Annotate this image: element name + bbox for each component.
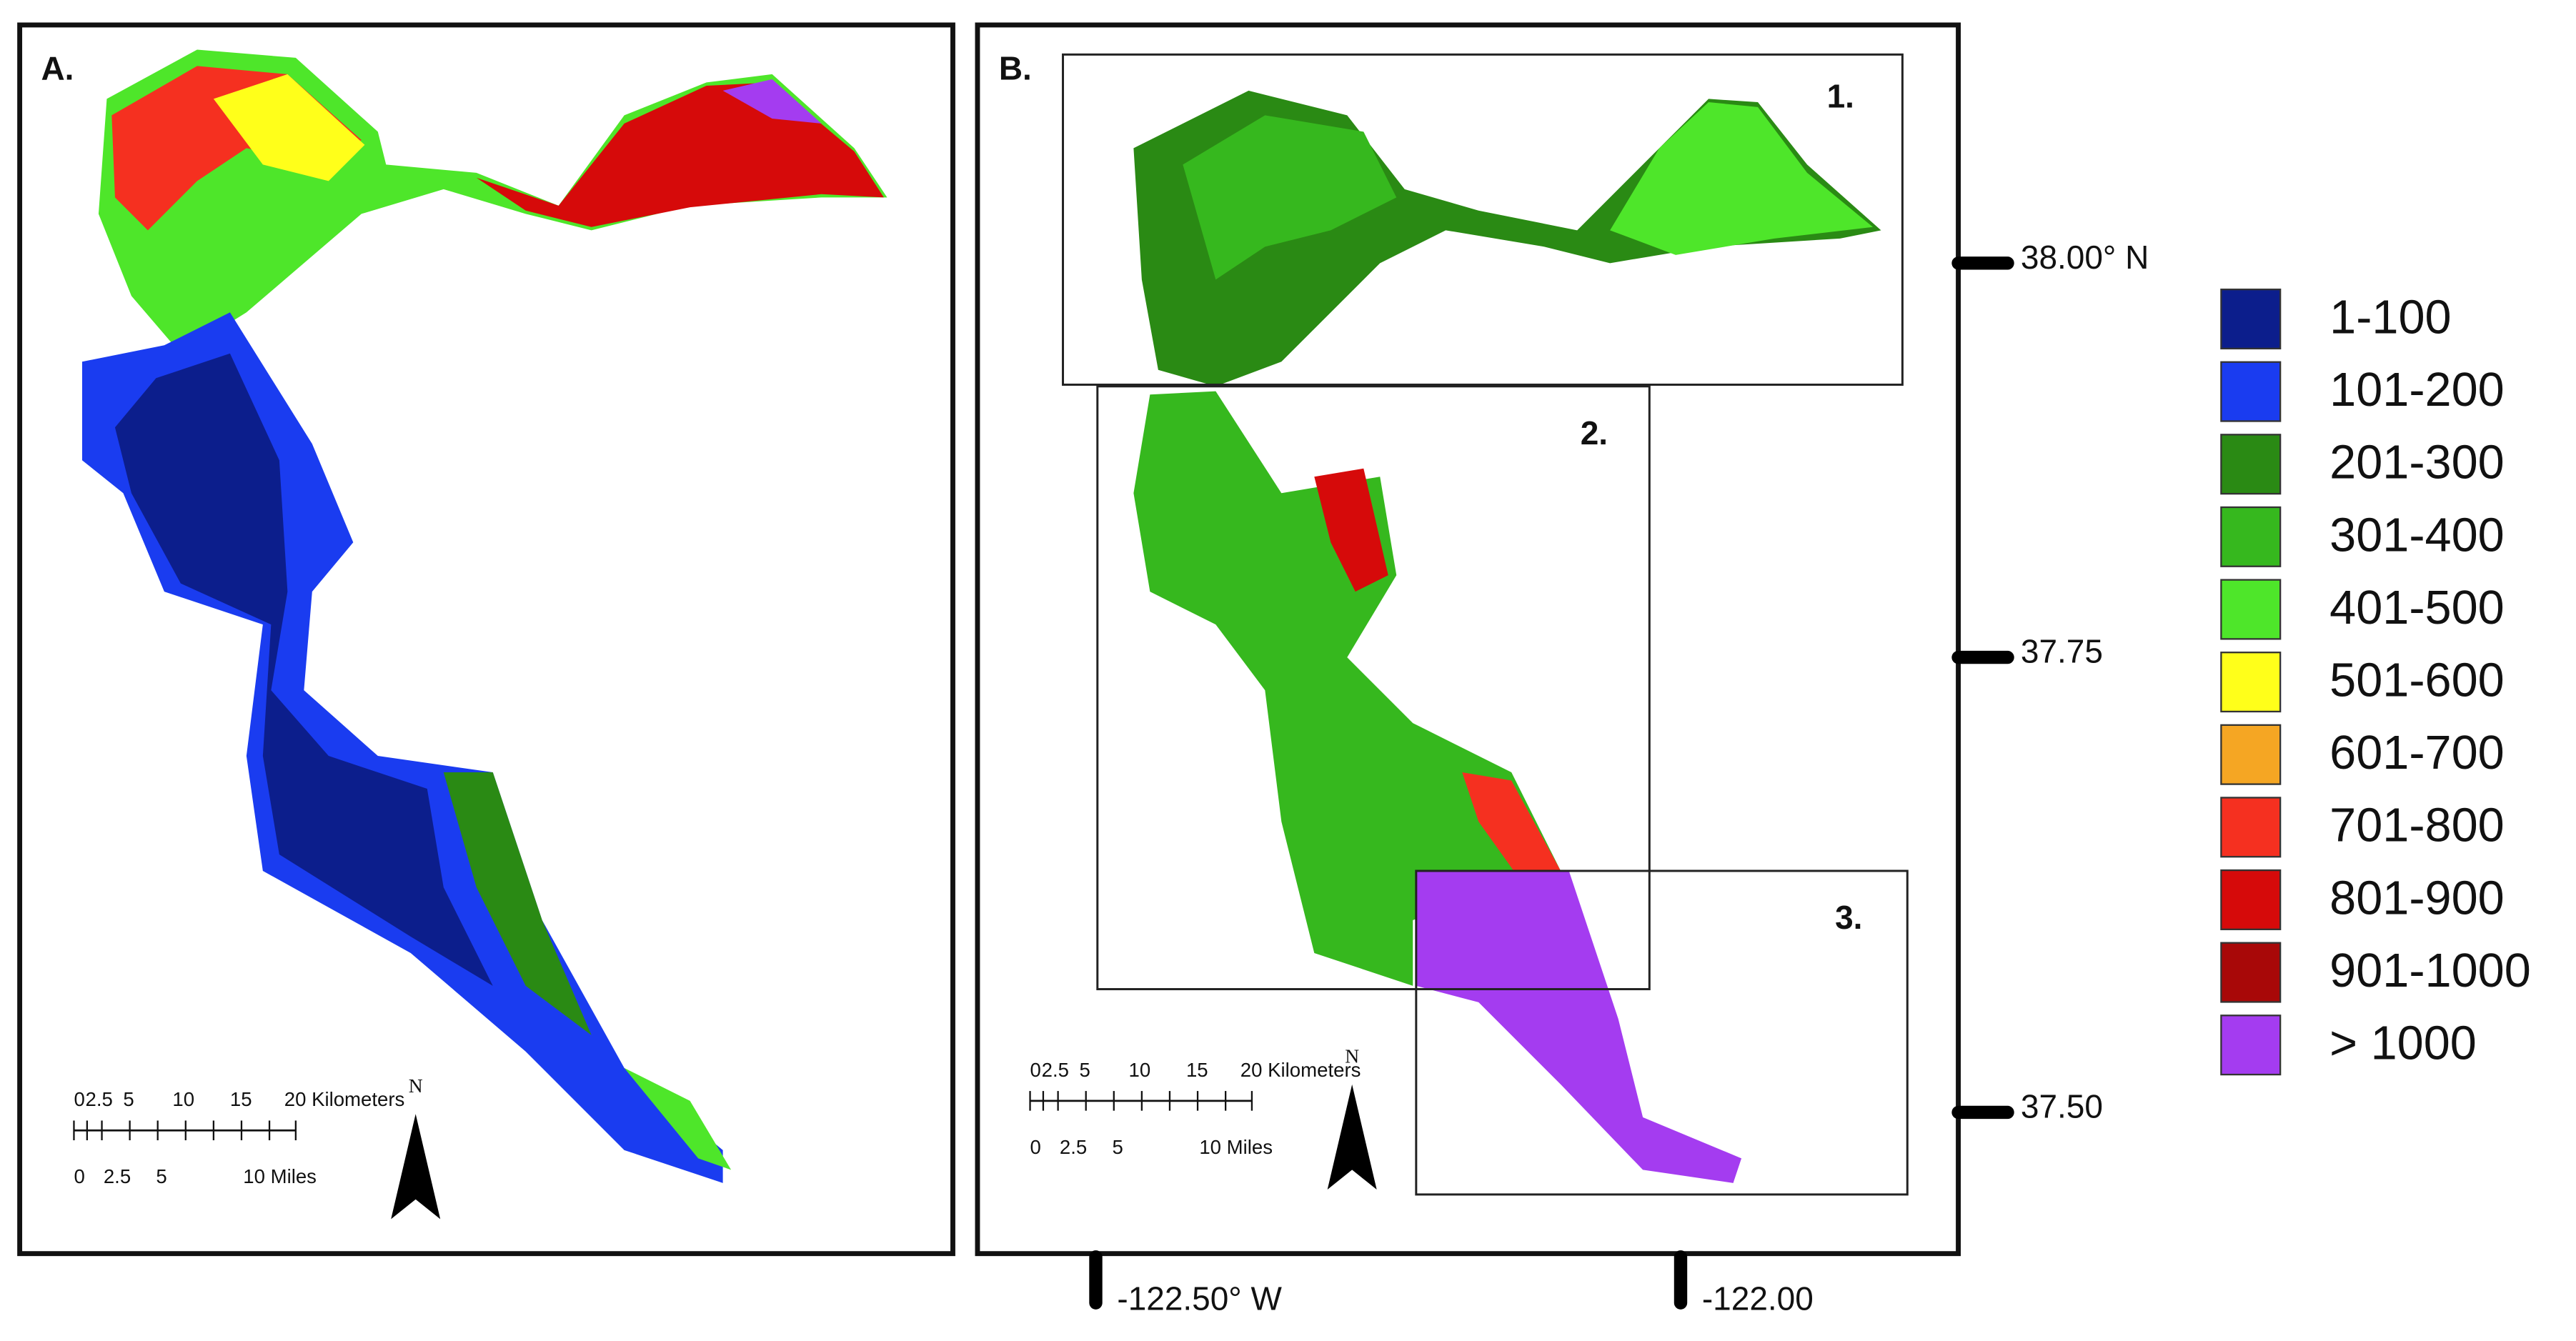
- legend-label: > 1000: [2329, 1017, 2477, 1070]
- legend-label: 801-900: [2329, 872, 2505, 924]
- legend-label: 701-800: [2329, 799, 2505, 852]
- north-label: N: [409, 1075, 423, 1097]
- inset-box: [1415, 869, 1909, 1196]
- legend-swatch: [2220, 1015, 2282, 1076]
- scale-label: 10 Miles: [1199, 1136, 1273, 1158]
- inset-box: [1062, 53, 1904, 386]
- inset-box: [1096, 385, 1651, 991]
- panel-a-frame: [17, 22, 955, 1257]
- scale-label: 0: [74, 1165, 84, 1187]
- legend-swatch: [2220, 869, 2282, 930]
- legend-label: 401-500: [2329, 582, 2505, 634]
- lat-label: 37.50: [2021, 1088, 2103, 1125]
- scale-label: 10: [1128, 1059, 1150, 1081]
- legend-label: 901-1000: [2329, 944, 2531, 997]
- lat-label: 38.00° N: [2021, 239, 2149, 276]
- scale-label: 2.5: [104, 1165, 131, 1187]
- bay-region: [722, 79, 822, 124]
- legend-label: 601-700: [2329, 727, 2505, 779]
- box-label: 2.: [1581, 414, 1608, 452]
- bay-region: [1610, 102, 1873, 255]
- lon-label: -122.50° W: [1117, 1280, 1282, 1317]
- legend-swatch: [2220, 724, 2282, 785]
- legend-swatch: [2220, 288, 2282, 350]
- legend-label: 501-600: [2329, 654, 2505, 707]
- scale-label: 5: [1112, 1136, 1123, 1158]
- scale-label: 2.5: [86, 1088, 113, 1110]
- scale-label: 5: [123, 1088, 134, 1110]
- bay-region: [624, 1067, 732, 1170]
- legend-swatch: [2220, 361, 2282, 422]
- legend-swatch: [2220, 579, 2282, 640]
- legend-label: 101-200: [2329, 364, 2505, 417]
- scale-label: 20 Kilometers: [1240, 1059, 1361, 1081]
- panel-label: B.: [999, 49, 1032, 86]
- map-a: [81, 49, 887, 1183]
- legend-swatch: [2220, 652, 2282, 713]
- bay-region: [1133, 391, 1561, 986]
- bay-region: [443, 772, 592, 1035]
- lon-label: -122.00: [1702, 1280, 1814, 1317]
- legend-swatch: [2220, 506, 2282, 567]
- legend-label: 301-400: [2329, 509, 2505, 562]
- scale-label: 0: [1030, 1059, 1041, 1081]
- scale-label: 5: [1080, 1059, 1090, 1081]
- legend-label: 1-100: [2329, 291, 2451, 344]
- box-label: 3.: [1835, 899, 1862, 936]
- panel-b-frame: [975, 22, 1961, 1257]
- panel-label: A.: [41, 49, 74, 86]
- scale-label: 5: [156, 1165, 166, 1187]
- box-label: 1.: [1827, 78, 1854, 115]
- scale-label: 15: [230, 1088, 252, 1110]
- scale-label: 15: [1186, 1059, 1208, 1081]
- north-arrow: [1327, 1084, 1377, 1190]
- scale-label: 2.5: [1042, 1059, 1069, 1081]
- legend-swatch: [2220, 797, 2282, 858]
- bay-region: [114, 353, 493, 986]
- bay-region: [476, 82, 884, 227]
- legend-label: 201-300: [2329, 437, 2505, 489]
- scale-label: 0: [1030, 1136, 1041, 1158]
- scale-label: 2.5: [1060, 1136, 1087, 1158]
- bay-region: [213, 74, 365, 181]
- scale-label: 20 Kilometers: [284, 1088, 405, 1110]
- bay-region: [1462, 772, 1561, 879]
- north-arrow: [391, 1114, 441, 1220]
- north-label: N: [1345, 1045, 1359, 1067]
- map-b: [1133, 90, 1881, 1183]
- legend-swatch: [2220, 942, 2282, 1003]
- scale-label: 10: [172, 1088, 194, 1110]
- scale-label: 0: [74, 1088, 84, 1110]
- scale-label: 10 Miles: [243, 1165, 317, 1187]
- bay-region: [1183, 115, 1397, 280]
- bay-region: [1416, 870, 1742, 1183]
- bay-region: [1314, 468, 1388, 592]
- legend-swatch: [2220, 434, 2282, 495]
- lat-label: 37.75: [2021, 633, 2103, 670]
